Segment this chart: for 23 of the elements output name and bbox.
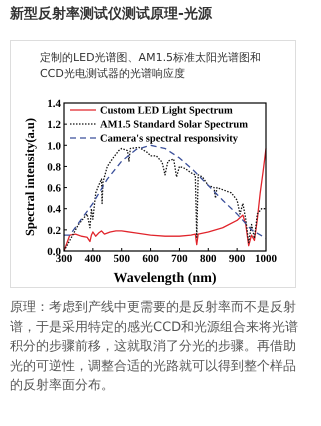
y-tick-label: 0.6 [47,182,62,195]
y-tick-label: 1.4 [47,98,62,110]
x-tick-label: 700 [171,253,188,265]
chart-title: 新型反射率测试仪测试原理-光源 [10,5,212,23]
y-tick-label: 0.8 [47,161,62,174]
y-tick-label: 1.2 [47,119,62,132]
chart-subtitle: 定制的LED光谱图、AM1.5标准太阳光谱图和CCD光电测试器的光谱响应度 [40,50,262,82]
x-tick-label: 900 [228,253,246,265]
x-tick-label: 400 [84,253,102,265]
legend-label: Custom LED Light Spectrum [100,106,233,116]
y-tick-label: 0.2 [47,224,62,237]
y-axis-title: Spectral intensity(a.u) [23,118,37,236]
x-axis-title: Wavelength (nm) [113,271,217,286]
legend-label: Camera's spectral responsivity [100,134,239,144]
x-tick-label: 300 [56,253,73,265]
x-tick-label: 500 [113,253,130,265]
legend-label: AM1.5 Standard Solar Spectrum [100,120,248,130]
text: 原理：考虑到产线中更需要的是反射率而不是反射谱，于是采用特定的感光CCD和光源组合来将光谱积分的步骤前移，这就取消了分光的步骤。再借助光的可逆性，调整合适的光路就可以得到整个样品的反射率面分布。 [10,299,300,395]
y-tick-label: 0.4 [47,204,62,216]
x-tick-label: 600 [142,253,160,265]
x-tick-label: 1000 [255,253,278,265]
y-tick-label: 1.0 [47,140,62,152]
x-tick-label: 800 [200,253,218,265]
